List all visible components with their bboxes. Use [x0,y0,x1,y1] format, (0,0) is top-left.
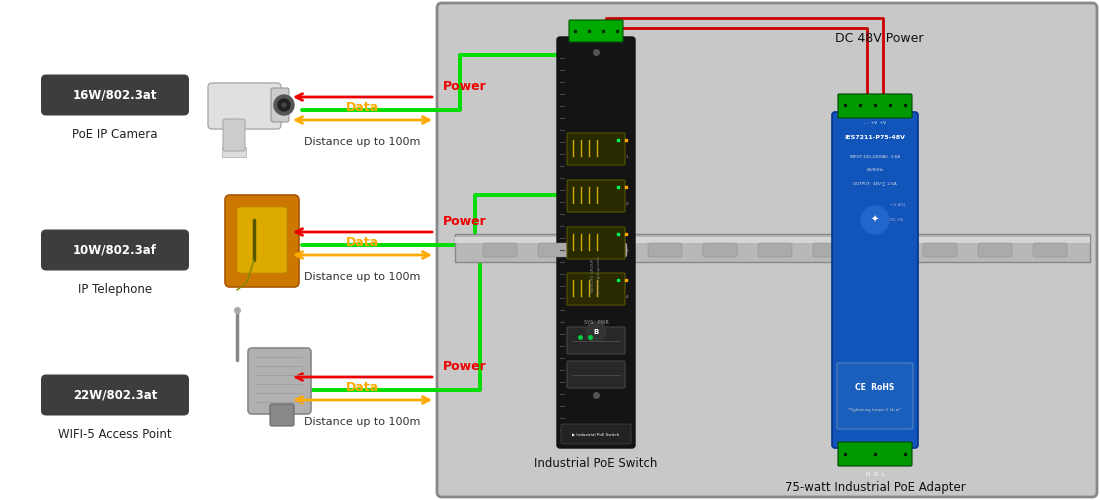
FancyBboxPatch shape [566,327,625,354]
Text: 22W/802.3at: 22W/802.3at [73,388,157,402]
Circle shape [282,103,286,107]
Text: DC OK: DC OK [890,218,903,222]
Text: PoE IP Camera: PoE IP Camera [73,128,157,141]
Text: 16W/802.3at: 16W/802.3at [73,88,157,102]
Text: "Tightening torque 5 Lb-in": "Tightening torque 5 Lb-in" [848,408,902,412]
Text: DC 48V Power: DC 48V Power [835,32,924,44]
FancyBboxPatch shape [557,37,635,448]
Text: IP Telephone: IP Telephone [78,284,152,296]
FancyBboxPatch shape [1033,243,1067,257]
FancyBboxPatch shape [236,207,287,273]
FancyBboxPatch shape [226,195,299,287]
Bar [455,237,1090,243]
Circle shape [861,206,889,234]
Bar [455,234,1090,262]
FancyBboxPatch shape [837,363,913,429]
FancyBboxPatch shape [41,74,189,116]
FancyBboxPatch shape [566,227,625,259]
Text: - -  +V  +V: - - +V +V [864,121,886,125]
Text: 60/60Hz: 60/60Hz [867,168,883,172]
FancyBboxPatch shape [561,424,631,444]
Text: B: B [593,328,598,334]
Text: 75-watt Industrial PoE Adapter: 75-watt Industrial PoE Adapter [784,480,966,494]
Text: ▶ Industrial PoE Switch: ▶ Industrial PoE Switch [572,432,619,436]
Text: INPUT:100-240VAC  2.6A: INPUT:100-240VAC 2.6A [850,155,900,159]
Text: Distance up to 100m: Distance up to 100m [305,272,420,282]
Circle shape [278,99,290,111]
Text: Power: Power [443,214,486,228]
Text: N  ⊙  L: N ⊙ L [866,472,884,478]
Circle shape [274,95,294,115]
FancyBboxPatch shape [703,243,737,257]
Text: ✦: ✦ [871,215,879,225]
Text: IES7211-P75-48V: IES7211-P75-48V [845,134,905,140]
Text: Power: Power [443,80,486,92]
FancyBboxPatch shape [923,243,957,257]
FancyBboxPatch shape [832,112,918,448]
FancyBboxPatch shape [538,243,572,257]
FancyBboxPatch shape [270,404,294,426]
FancyBboxPatch shape [813,243,847,257]
FancyBboxPatch shape [648,243,682,257]
Text: SYS   PWR: SYS PWR [584,320,608,326]
FancyBboxPatch shape [483,243,517,257]
FancyBboxPatch shape [978,243,1012,257]
FancyBboxPatch shape [437,3,1097,497]
Text: 2: 2 [626,202,628,206]
Text: Data: Data [345,381,379,394]
FancyBboxPatch shape [566,361,625,388]
FancyBboxPatch shape [271,88,289,122]
Circle shape [586,322,606,342]
Text: Power: Power [443,360,486,372]
Text: Distance up to 100m: Distance up to 100m [305,417,420,427]
Text: 1: 1 [626,155,628,159]
Text: Data: Data [345,101,379,114]
Text: Distance up to 100m: Distance up to 100m [305,137,420,147]
FancyBboxPatch shape [208,83,280,129]
Text: 4: 4 [626,295,628,299]
FancyBboxPatch shape [758,243,792,257]
Text: BENCHU GROUP
benchu-group.com: BENCHU GROUP benchu-group.com [592,256,601,294]
FancyBboxPatch shape [566,273,625,305]
FancyBboxPatch shape [868,243,902,257]
Bar [222,147,246,157]
FancyBboxPatch shape [838,442,912,466]
FancyBboxPatch shape [41,374,189,416]
FancyBboxPatch shape [248,348,311,414]
FancyBboxPatch shape [569,20,623,42]
FancyBboxPatch shape [593,243,627,257]
Text: Data: Data [345,236,379,249]
Text: WIFI-5 Access Point: WIFI-5 Access Point [58,428,172,442]
Text: 10W/802.3af: 10W/802.3af [73,244,157,256]
Text: CE  RoHS: CE RoHS [856,382,894,392]
Text: 3: 3 [626,249,628,253]
FancyBboxPatch shape [838,94,912,118]
FancyBboxPatch shape [566,180,625,212]
Text: +V ADJ: +V ADJ [890,203,904,207]
Text: Industrial PoE Switch: Industrial PoE Switch [535,457,658,470]
FancyBboxPatch shape [41,230,189,270]
FancyBboxPatch shape [566,133,625,165]
FancyBboxPatch shape [223,119,245,151]
Text: OUTPUT:  48V ⎓  2.6A: OUTPUT: 48V ⎓ 2.6A [854,181,896,185]
